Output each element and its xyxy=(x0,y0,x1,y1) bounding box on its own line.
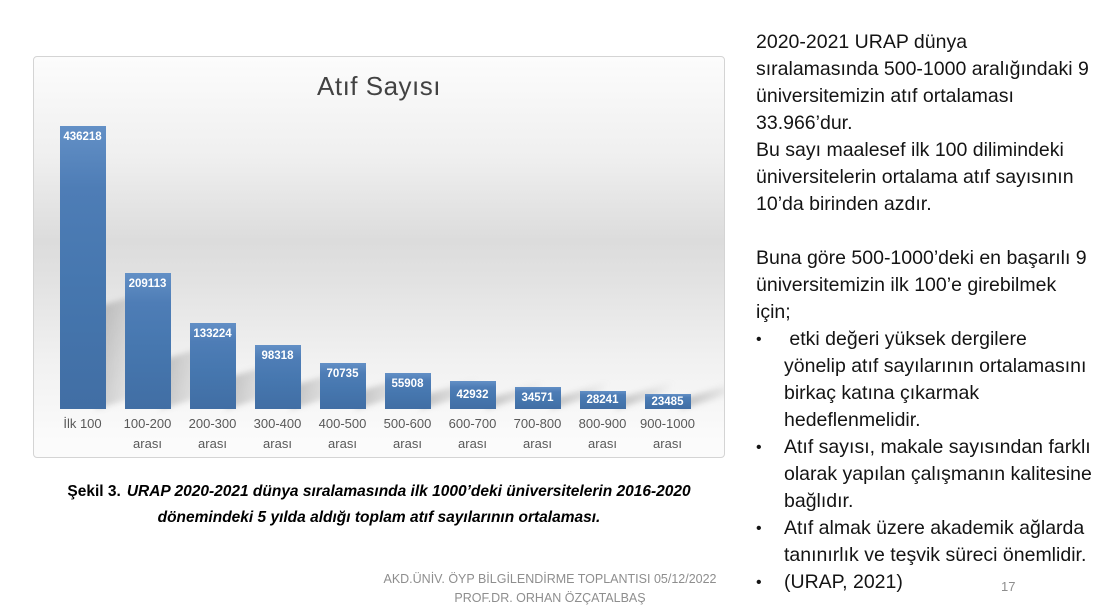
figure-caption: Şekil 3. URAP 2020-2021 dünya sıralamasın… xyxy=(33,479,725,531)
slide-footer: AKD.ÜNİV. ÖYP BİLGİLENDİRME TOPLANTISI 0… xyxy=(325,570,775,608)
bar-value-label: 55908 xyxy=(391,378,424,390)
bar: 55908 xyxy=(384,373,431,409)
category-axis-label: 400-500 arası xyxy=(318,416,367,451)
bar-area: 436218 xyxy=(50,126,173,409)
footer-line-2: PROF.DR. ORHAN ÖZÇATALBAŞ xyxy=(454,591,646,605)
bar-value-label: 98318 xyxy=(261,350,294,362)
bar-value-label: 42932 xyxy=(456,389,489,401)
bullet-text: Atıf sayısı, makale sayısından farklı ol… xyxy=(784,436,1092,512)
bar: 34571 xyxy=(514,387,561,409)
commentary-paragraph: 2020-2021 URAP dünya sıralamasında 500-1… xyxy=(756,31,1089,134)
bar: 42932 xyxy=(449,381,496,409)
bullet-text: etki değeri yüksek dergilere yönelip atı… xyxy=(784,328,1092,431)
citation-bar-chart: Atıf Sayısı 436218 İlk 100 209113 100-200 ar… xyxy=(33,56,725,458)
bar-slot: 55908 500-600 arası xyxy=(375,57,498,457)
bar-slot: 34571 700-800 arası xyxy=(505,57,628,457)
plot-area: 436218 İlk 100 209113 100-200 arası 133224 200… xyxy=(50,57,724,457)
bar-slot: 133224 200-300 arası xyxy=(180,57,303,457)
bar-slot: 70735 400-500 arası xyxy=(310,57,433,457)
bullet-item: • etki değeri yüksek dergilere yönelip a… xyxy=(756,326,1092,434)
category-axis-label: 700-800 arası xyxy=(513,416,562,451)
bullet-item: • Atıf sayısı, makale sayısından farklı o… xyxy=(756,434,1092,515)
bar-slot: 98318 300-400 arası xyxy=(245,57,368,457)
bar-slot: 23485 900-1000 arası xyxy=(635,57,724,457)
bar-area: 42932 xyxy=(440,375,563,409)
category-axis-label: 500-600 arası xyxy=(383,416,432,451)
bullet-icon: • xyxy=(756,574,762,591)
bar: 70735 xyxy=(319,363,366,409)
bar: 23485 xyxy=(644,394,691,409)
bar: 98318 xyxy=(254,345,301,409)
category-axis-label: 600-700 arası xyxy=(448,416,497,451)
bar-value-label: 34571 xyxy=(521,392,554,404)
bar-area: 209113 xyxy=(115,273,238,409)
footer-line-1: AKD.ÜNİV. ÖYP BİLGİLENDİRME TOPLANTISI 0… xyxy=(383,572,717,586)
category-axis-label: 800-900 arası xyxy=(578,416,627,451)
bullet-text: Atıf almak üzere akademik ağlarda tanını… xyxy=(784,517,1090,566)
bar-value-label: 70735 xyxy=(326,368,359,380)
category-axis-label: 100-200 arası xyxy=(123,416,172,451)
commentary-paragraph: Bu sayı maalesef ilk 100 dilimindeki üni… xyxy=(756,139,1074,215)
bar: 133224 xyxy=(189,323,236,409)
bullet-text: (URAP, 2021) xyxy=(784,571,903,593)
bullet-icon: • xyxy=(756,439,762,456)
bar-area: 70735 xyxy=(310,363,433,409)
figure-caption-text: URAP 2020-2021 dünya sıralamasında ilk 1… xyxy=(126,483,691,526)
category-axis-label: 300-400 arası xyxy=(253,416,302,451)
bar-value-label: 436218 xyxy=(63,131,102,143)
bar-slot: 209113 100-200 arası xyxy=(115,57,238,457)
bar: 436218 xyxy=(59,126,106,409)
bar-area: 34571 xyxy=(505,375,628,409)
bar-area: 55908 xyxy=(375,372,498,409)
chart-title: Atıf Sayısı xyxy=(317,71,441,101)
bar-value-label: 133224 xyxy=(193,328,232,340)
figure-caption-label: Şekil 3. xyxy=(67,483,121,500)
category-axis-label: İlk 100 xyxy=(63,416,102,431)
category-axis-label: 900-1000 arası xyxy=(640,416,695,451)
bar-area: 28241 xyxy=(570,375,693,409)
bar-area: 98318 xyxy=(245,345,368,409)
bar-value-label: 209113 xyxy=(128,278,167,290)
category-axis-label: 200-300 arası xyxy=(188,416,237,451)
bar-area: 133224 xyxy=(180,323,303,409)
page-number: 17 xyxy=(1001,579,1016,594)
bar: 28241 xyxy=(579,391,626,409)
bar-slot: 42932 600-700 arası xyxy=(440,57,563,457)
bullet-icon: • xyxy=(756,331,762,348)
bullet-item: • Atıf almak üzere akademik ağlarda tanın… xyxy=(756,515,1092,569)
bar-value-label: 28241 xyxy=(586,394,619,406)
bar: 209113 xyxy=(124,273,171,409)
commentary-panel: 2020-2021 URAP dünya sıralamasında 500-1… xyxy=(756,29,1092,596)
bullet-item: • (URAP, 2021) xyxy=(756,569,1092,596)
bullet-icon: • xyxy=(756,520,762,537)
commentary-paragraph: Buna göre 500-1000’deki en başarılı 9 ün… xyxy=(756,247,1087,323)
bar-slot: 28241 800-900 arası xyxy=(570,57,693,457)
bar-slot: 436218 İlk 100 xyxy=(50,57,173,457)
bar-area: 23485 xyxy=(635,375,724,409)
bar-value-label: 23485 xyxy=(651,395,684,408)
